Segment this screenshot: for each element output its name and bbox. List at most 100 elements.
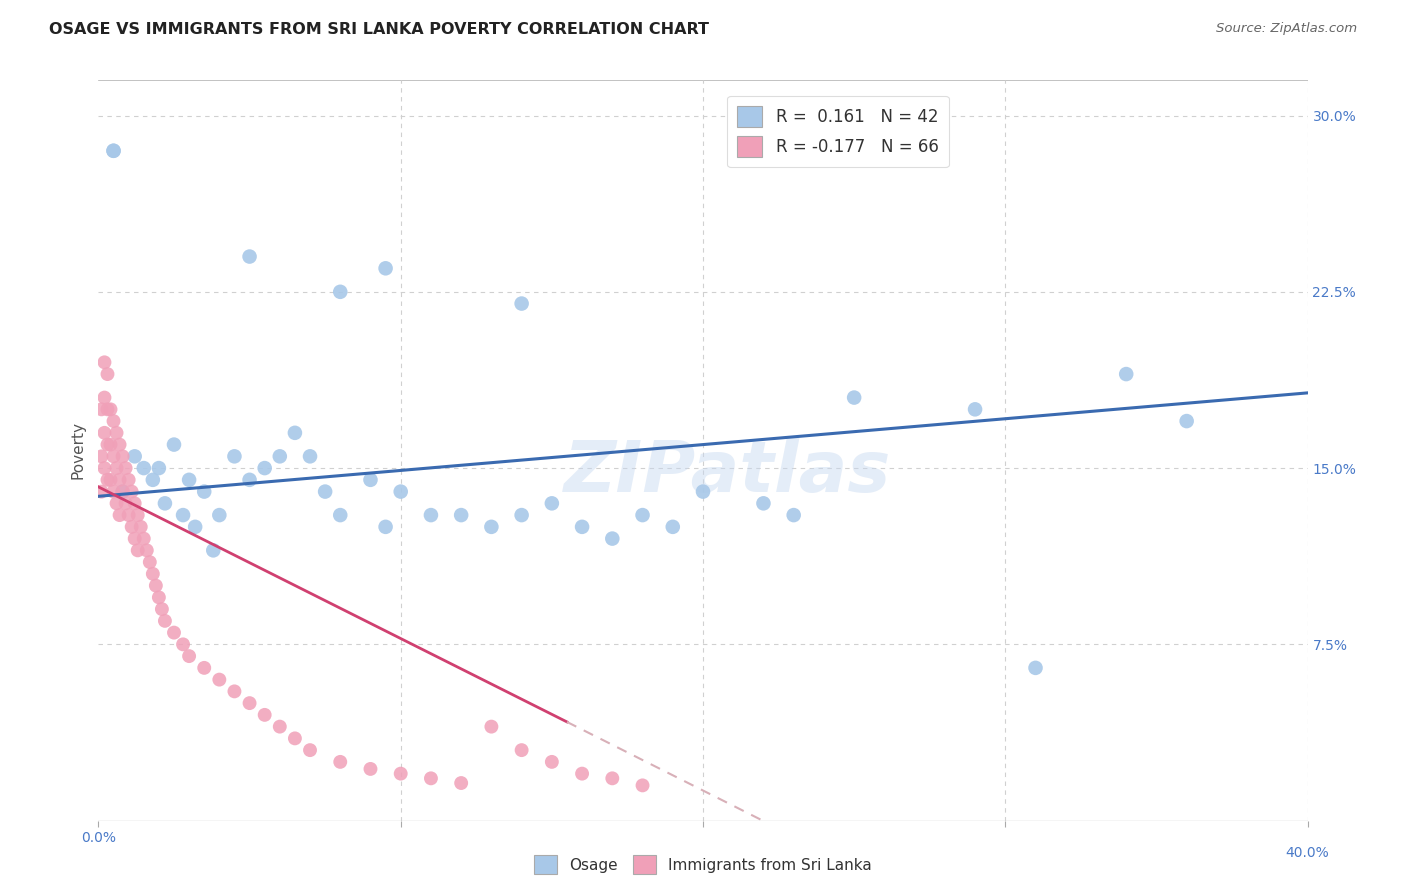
Point [481,720,503,734]
Point [253,707,276,722]
Point [602,532,624,546]
Point [420,508,443,522]
Point [193,661,215,675]
Point [121,520,143,534]
Point [124,450,146,464]
Point [100,473,122,487]
Point [108,473,131,487]
Point [150,602,173,616]
Point [692,484,714,499]
Text: 40.0%: 40.0% [1285,846,1330,860]
Point [93,461,115,475]
Point [284,731,307,746]
Point [142,566,165,581]
Point [90,484,112,499]
Point [510,508,533,522]
Point [224,684,246,698]
Point [752,496,775,510]
Point [145,579,167,593]
Point [253,461,276,475]
Point [127,508,149,522]
Point [208,508,231,522]
Point [420,772,443,786]
Point [132,461,155,475]
Point [239,250,262,264]
Point [844,391,866,405]
Point [1175,414,1198,428]
Point [114,461,136,475]
Point [239,473,262,487]
Point [360,762,382,776]
Point [93,425,115,440]
Point [540,755,562,769]
Point [208,673,231,687]
Point [389,484,412,499]
Point [450,776,472,790]
Point [153,614,176,628]
Text: OSAGE VS IMMIGRANTS FROM SRI LANKA POVERTY CORRELATION CHART: OSAGE VS IMMIGRANTS FROM SRI LANKA POVER… [49,22,709,37]
Point [314,484,336,499]
Point [172,508,194,522]
Point [783,508,806,522]
Point [127,543,149,558]
Point [602,772,624,786]
Point [96,367,118,381]
Point [153,496,176,510]
Point [111,450,134,464]
Point [132,532,155,546]
Point [172,637,194,651]
Point [118,473,141,487]
Text: Source: ZipAtlas.com: Source: ZipAtlas.com [1216,22,1357,36]
Point [121,484,143,499]
Legend: R =  0.161   N = 42, R = -0.177   N = 66: R = 0.161 N = 42, R = -0.177 N = 66 [727,96,949,167]
Point [163,625,186,640]
Point [93,355,115,369]
Point [139,555,162,569]
Y-axis label: Poverty: Poverty [70,421,86,480]
Point [631,778,654,792]
Point [510,743,533,757]
Point [184,520,207,534]
Point [108,437,131,451]
Legend: Osage, Immigrants from Sri Lanka: Osage, Immigrants from Sri Lanka [527,849,879,880]
Point [202,543,225,558]
Point [96,437,118,451]
Point [105,496,128,510]
Text: ZIPatlas: ZIPatlas [564,438,891,508]
Point [103,144,125,158]
Point [90,402,112,417]
Point [193,484,215,499]
Point [179,649,201,664]
Point [96,473,118,487]
Point [239,696,262,710]
Point [124,496,146,510]
Point [374,520,396,534]
Point [103,144,125,158]
Point [103,414,125,428]
Point [93,391,115,405]
Point [329,508,352,522]
Point [1024,661,1046,675]
Point [374,261,396,276]
Point [90,450,112,464]
Point [118,508,141,522]
Point [111,484,134,499]
Point [510,296,533,310]
Point [329,755,352,769]
Point [540,496,562,510]
Point [142,473,165,487]
Point [114,496,136,510]
Point [360,473,382,487]
Point [450,508,472,522]
Point [124,532,146,546]
Point [96,402,118,417]
Point [111,484,134,499]
Point [284,425,307,440]
Point [329,285,352,299]
Point [135,543,157,558]
Point [661,520,683,534]
Point [148,461,170,475]
Point [299,743,322,757]
Point [299,450,322,464]
Point [163,437,186,451]
